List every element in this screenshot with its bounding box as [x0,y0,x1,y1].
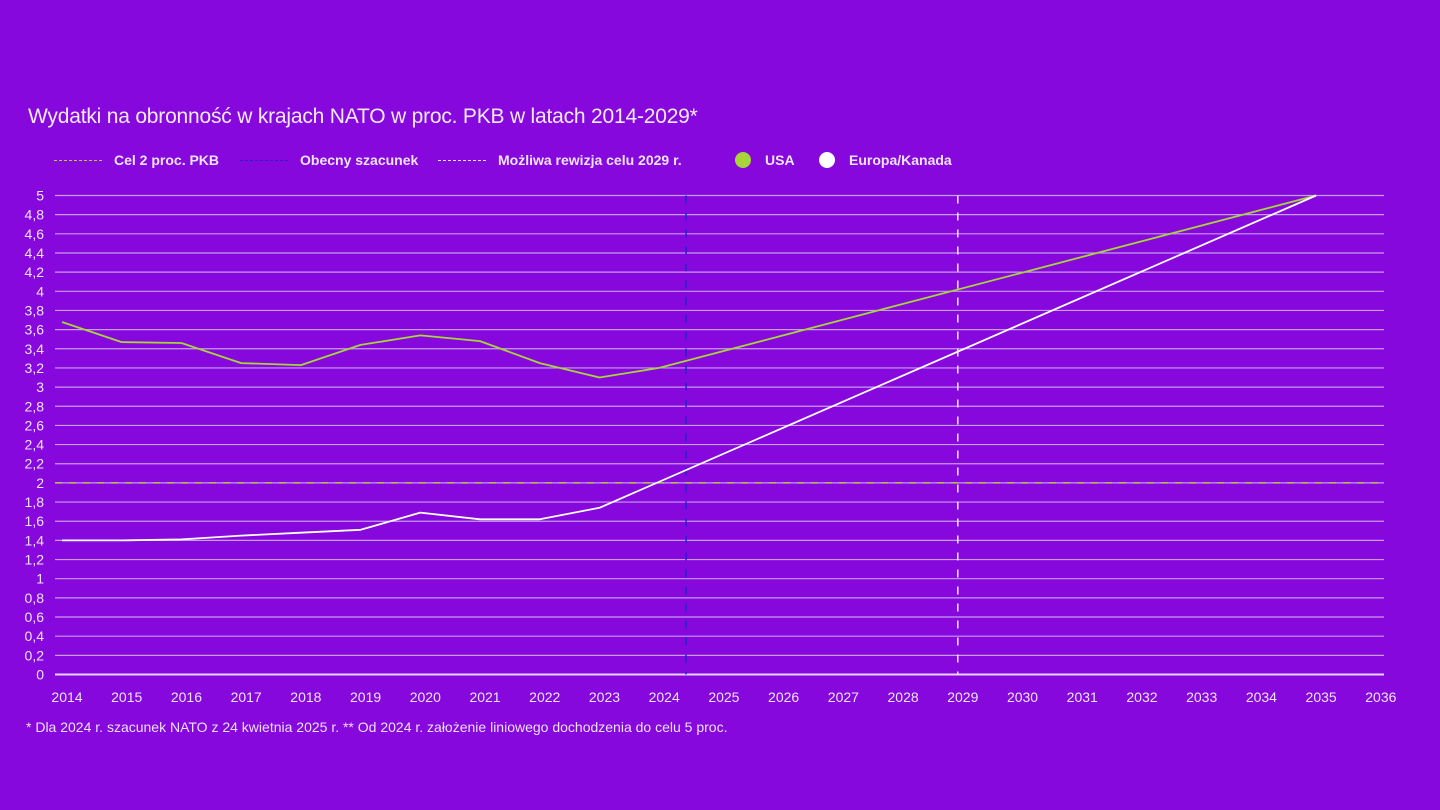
x-axis-ticks: 2014 2015 2016 2017 2018 2019 2020 2021 2022 2023… [51,689,1396,705]
y-tick-label: 3 [36,379,44,395]
x-tick-label: 2030 [1007,689,1038,705]
y-tick-label: 0,4 [25,628,45,644]
dashed-line-icon [438,159,486,161]
x-tick-label: 2032 [1126,689,1157,705]
series-line-europe-canada [62,194,1317,542]
y-tick-label: 0,6 [25,609,45,625]
x-tick-label: 2028 [888,689,919,705]
y-tick-label: 0,2 [25,647,45,663]
x-tick-label: 2025 [708,689,739,705]
footnote: * Dla 2024 r. szacunek NATO z 24 kwietni… [26,719,728,735]
reference-lines [55,195,1384,675]
x-tick-label: 2022 [529,689,560,705]
x-tick-label: 2014 [51,689,82,705]
y-tick-label: 2,4 [25,437,45,453]
x-tick-label: 2019 [350,689,381,705]
legend-label: Możliwa rewizja celu 2029 r. [498,152,682,168]
x-tick-label: 2021 [469,689,500,705]
chart-title: Wydatki na obronność w krajach NATO w pr… [28,105,698,128]
x-tick-label: 2033 [1186,689,1217,705]
x-tick-label: 2023 [589,689,620,705]
y-axis-ticks: 0 0,2 0,4 0,6 0,8 1 1,2 1,4 1,6 1,8 2 2,2 2,4 2,6 2,8 3… [25,188,45,683]
y-tick-label: 1 [36,571,44,587]
x-tick-label: 2015 [111,689,142,705]
y-tick-label: 1,2 [25,552,45,568]
x-tick-label: 2031 [1067,689,1098,705]
series-lines [61,194,1317,542]
x-tick-label: 2018 [290,689,321,705]
y-tick-label: 1,4 [25,532,45,548]
y-tick-label: 3,4 [25,341,45,357]
dashed-line-icon [54,159,102,161]
circle-icon [819,152,835,168]
y-tick-label: 4 [36,283,44,299]
legend-item-usa: USA [735,150,795,170]
x-tick-label: 2027 [828,689,859,705]
y-tick-label: 5 [36,188,44,204]
x-tick-label: 2020 [410,689,441,705]
legend-label: Europa/Kanada [849,152,952,168]
legend-item-target: Cel 2 proc. PKB [54,150,219,170]
gridlines [55,194,1384,676]
x-tick-label: 2026 [768,689,799,705]
y-tick-label: 3,8 [25,302,45,318]
legend-label: USA [765,152,795,168]
y-tick-label: 4,4 [25,245,45,261]
y-tick-label: 3,2 [25,360,45,376]
circle-icon [735,152,751,168]
y-tick-label: 0 [36,667,44,683]
y-tick-label: 0,8 [25,590,45,606]
y-tick-label: 3,6 [25,322,45,338]
legend-item-current: Obecny szacunek [240,150,418,170]
y-tick-label: 4,2 [25,264,45,280]
series-line-usa [61,194,1317,379]
y-tick-label: 2,2 [25,456,45,472]
x-tick-label: 2029 [947,689,978,705]
y-tick-label: 1,8 [25,494,45,510]
y-tick-label: 4,6 [25,226,45,242]
legend-item-europe: Europa/Kanada [819,150,952,170]
x-tick-label: 2035 [1306,689,1337,705]
legend-item-revision: Możliwa rewizja celu 2029 r. [438,150,682,170]
y-tick-label: 2,6 [25,417,45,433]
x-tick-label: 2016 [171,689,202,705]
legend-label: Cel 2 proc. PKB [114,152,220,168]
legend-label: Obecny szacunek [300,152,419,168]
x-tick-label: 2034 [1246,689,1277,705]
y-tick-label: 1,6 [25,513,45,529]
x-tick-label: 2017 [231,689,262,705]
y-tick-label: 4,8 [25,207,45,223]
dashed-line-icon [240,159,288,161]
y-tick-label: 2,8 [25,398,45,414]
x-tick-label: 2024 [649,689,680,705]
x-tick-label: 2036 [1365,689,1396,705]
y-tick-label: 2 [36,475,44,491]
